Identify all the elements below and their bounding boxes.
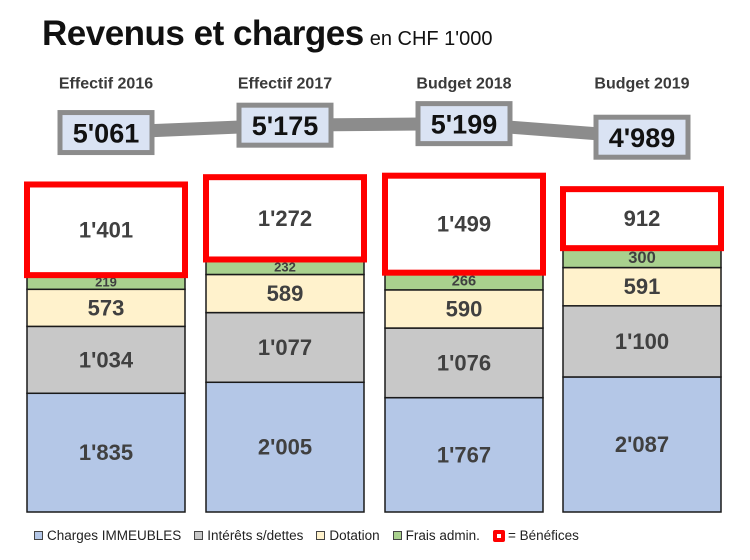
chart-title-unit: en CHF 1'000 xyxy=(369,28,493,50)
total-label-3: 5'199 xyxy=(431,110,498,140)
data-label-frais-4: 300 xyxy=(628,249,656,267)
bar-interets-2 xyxy=(205,311,365,384)
bar-immeubles-4 xyxy=(562,376,722,513)
chart-title-main: Revenus et charges xyxy=(42,14,364,53)
category-label-2: Effectif 2017 xyxy=(238,76,332,93)
legend-item-interets: Intérêts s/dettes xyxy=(194,528,303,543)
bar-dotation-3 xyxy=(384,289,544,329)
bar-benefices-4 xyxy=(560,186,724,252)
data-label-immeubles-2: 2'005 xyxy=(258,435,312,460)
category-label-1: Effectif 2016 xyxy=(59,76,153,93)
data-label-benefices-2: 1'272 xyxy=(258,206,312,231)
bar-benefices-3 xyxy=(382,172,546,276)
total-box-4 xyxy=(593,114,691,160)
data-label-immeubles-3: 1'767 xyxy=(437,442,491,467)
data-label-benefices-3: 1'499 xyxy=(437,212,491,237)
data-label-dotation-3: 590 xyxy=(446,296,483,321)
data-label-frais-3: 266 xyxy=(452,273,476,289)
legend-swatch-frais xyxy=(392,531,402,540)
data-label-benefices-1: 1'401 xyxy=(79,217,133,242)
legend-label-immeubles: Charges IMMEUBLES xyxy=(47,528,182,543)
legend-item-immeubles: Charges IMMEUBLES xyxy=(34,528,181,543)
legend-item-benefices: = Bénéfices xyxy=(492,528,579,543)
bar-immeubles-1 xyxy=(26,392,186,513)
bar-dotation-2 xyxy=(205,273,365,314)
category-label-4: Budget 2019 xyxy=(594,76,689,93)
data-label-dotation-2: 589 xyxy=(267,281,304,306)
legend-item-frais: Frais admin. xyxy=(392,528,480,543)
data-label-dotation-1: 573 xyxy=(88,295,125,320)
legend-label-dotation: Dotation xyxy=(329,528,380,543)
category-label-3: Budget 2018 xyxy=(416,76,511,93)
total-label-2: 5'175 xyxy=(252,111,319,141)
total-label-4: 4'989 xyxy=(609,123,676,153)
totals-connector-line xyxy=(105,117,643,144)
legend-label-benefices: = Bénéfices xyxy=(507,528,579,543)
chart-title: Revenus et charges en CHF 1'000 xyxy=(42,14,493,54)
bar-benefices-1 xyxy=(24,181,188,279)
bar-dotation-1 xyxy=(26,288,186,328)
chart-legend: Charges IMMEUBLES Intérêts s/dettes Dota… xyxy=(34,528,592,543)
data-label-interets-4: 1'100 xyxy=(615,329,669,354)
bar-interets-3 xyxy=(384,327,544,399)
data-label-interets-2: 1'077 xyxy=(258,335,312,360)
data-label-frais-2: 232 xyxy=(274,259,296,274)
data-label-dotation-4: 591 xyxy=(624,274,661,299)
data-label-immeubles-1: 1'835 xyxy=(79,440,133,465)
total-label-1: 5'061 xyxy=(73,119,140,149)
total-box-2 xyxy=(236,102,334,148)
data-label-frais-1: 219 xyxy=(95,275,117,290)
data-label-immeubles-4: 2'087 xyxy=(615,432,669,457)
legend-label-frais: Frais admin. xyxy=(405,528,480,543)
legend-swatch-dotation xyxy=(316,531,326,540)
legend-swatch-immeubles xyxy=(34,531,43,540)
total-box-1 xyxy=(57,110,155,156)
data-label-benefices-4: 912 xyxy=(624,206,661,231)
legend-item-dotation: Dotation xyxy=(316,528,380,543)
total-box-3 xyxy=(415,101,513,147)
bar-immeubles-2 xyxy=(205,381,365,513)
legend-swatch-interets xyxy=(194,531,204,540)
legend-swatch-benefices xyxy=(492,529,505,542)
legend-label-interets: Intérêts s/dettes xyxy=(207,528,304,543)
stacked-bar-chart: Effectif 2016 Effectif 2017 Budget 2018 Bud… xyxy=(24,76,724,513)
data-label-interets-1: 1'034 xyxy=(79,347,134,372)
bar-interets-1 xyxy=(26,325,186,395)
data-label-interets-3: 1'076 xyxy=(437,350,491,375)
bar-benefices-2 xyxy=(203,174,367,263)
bar-immeubles-3 xyxy=(384,396,544,513)
